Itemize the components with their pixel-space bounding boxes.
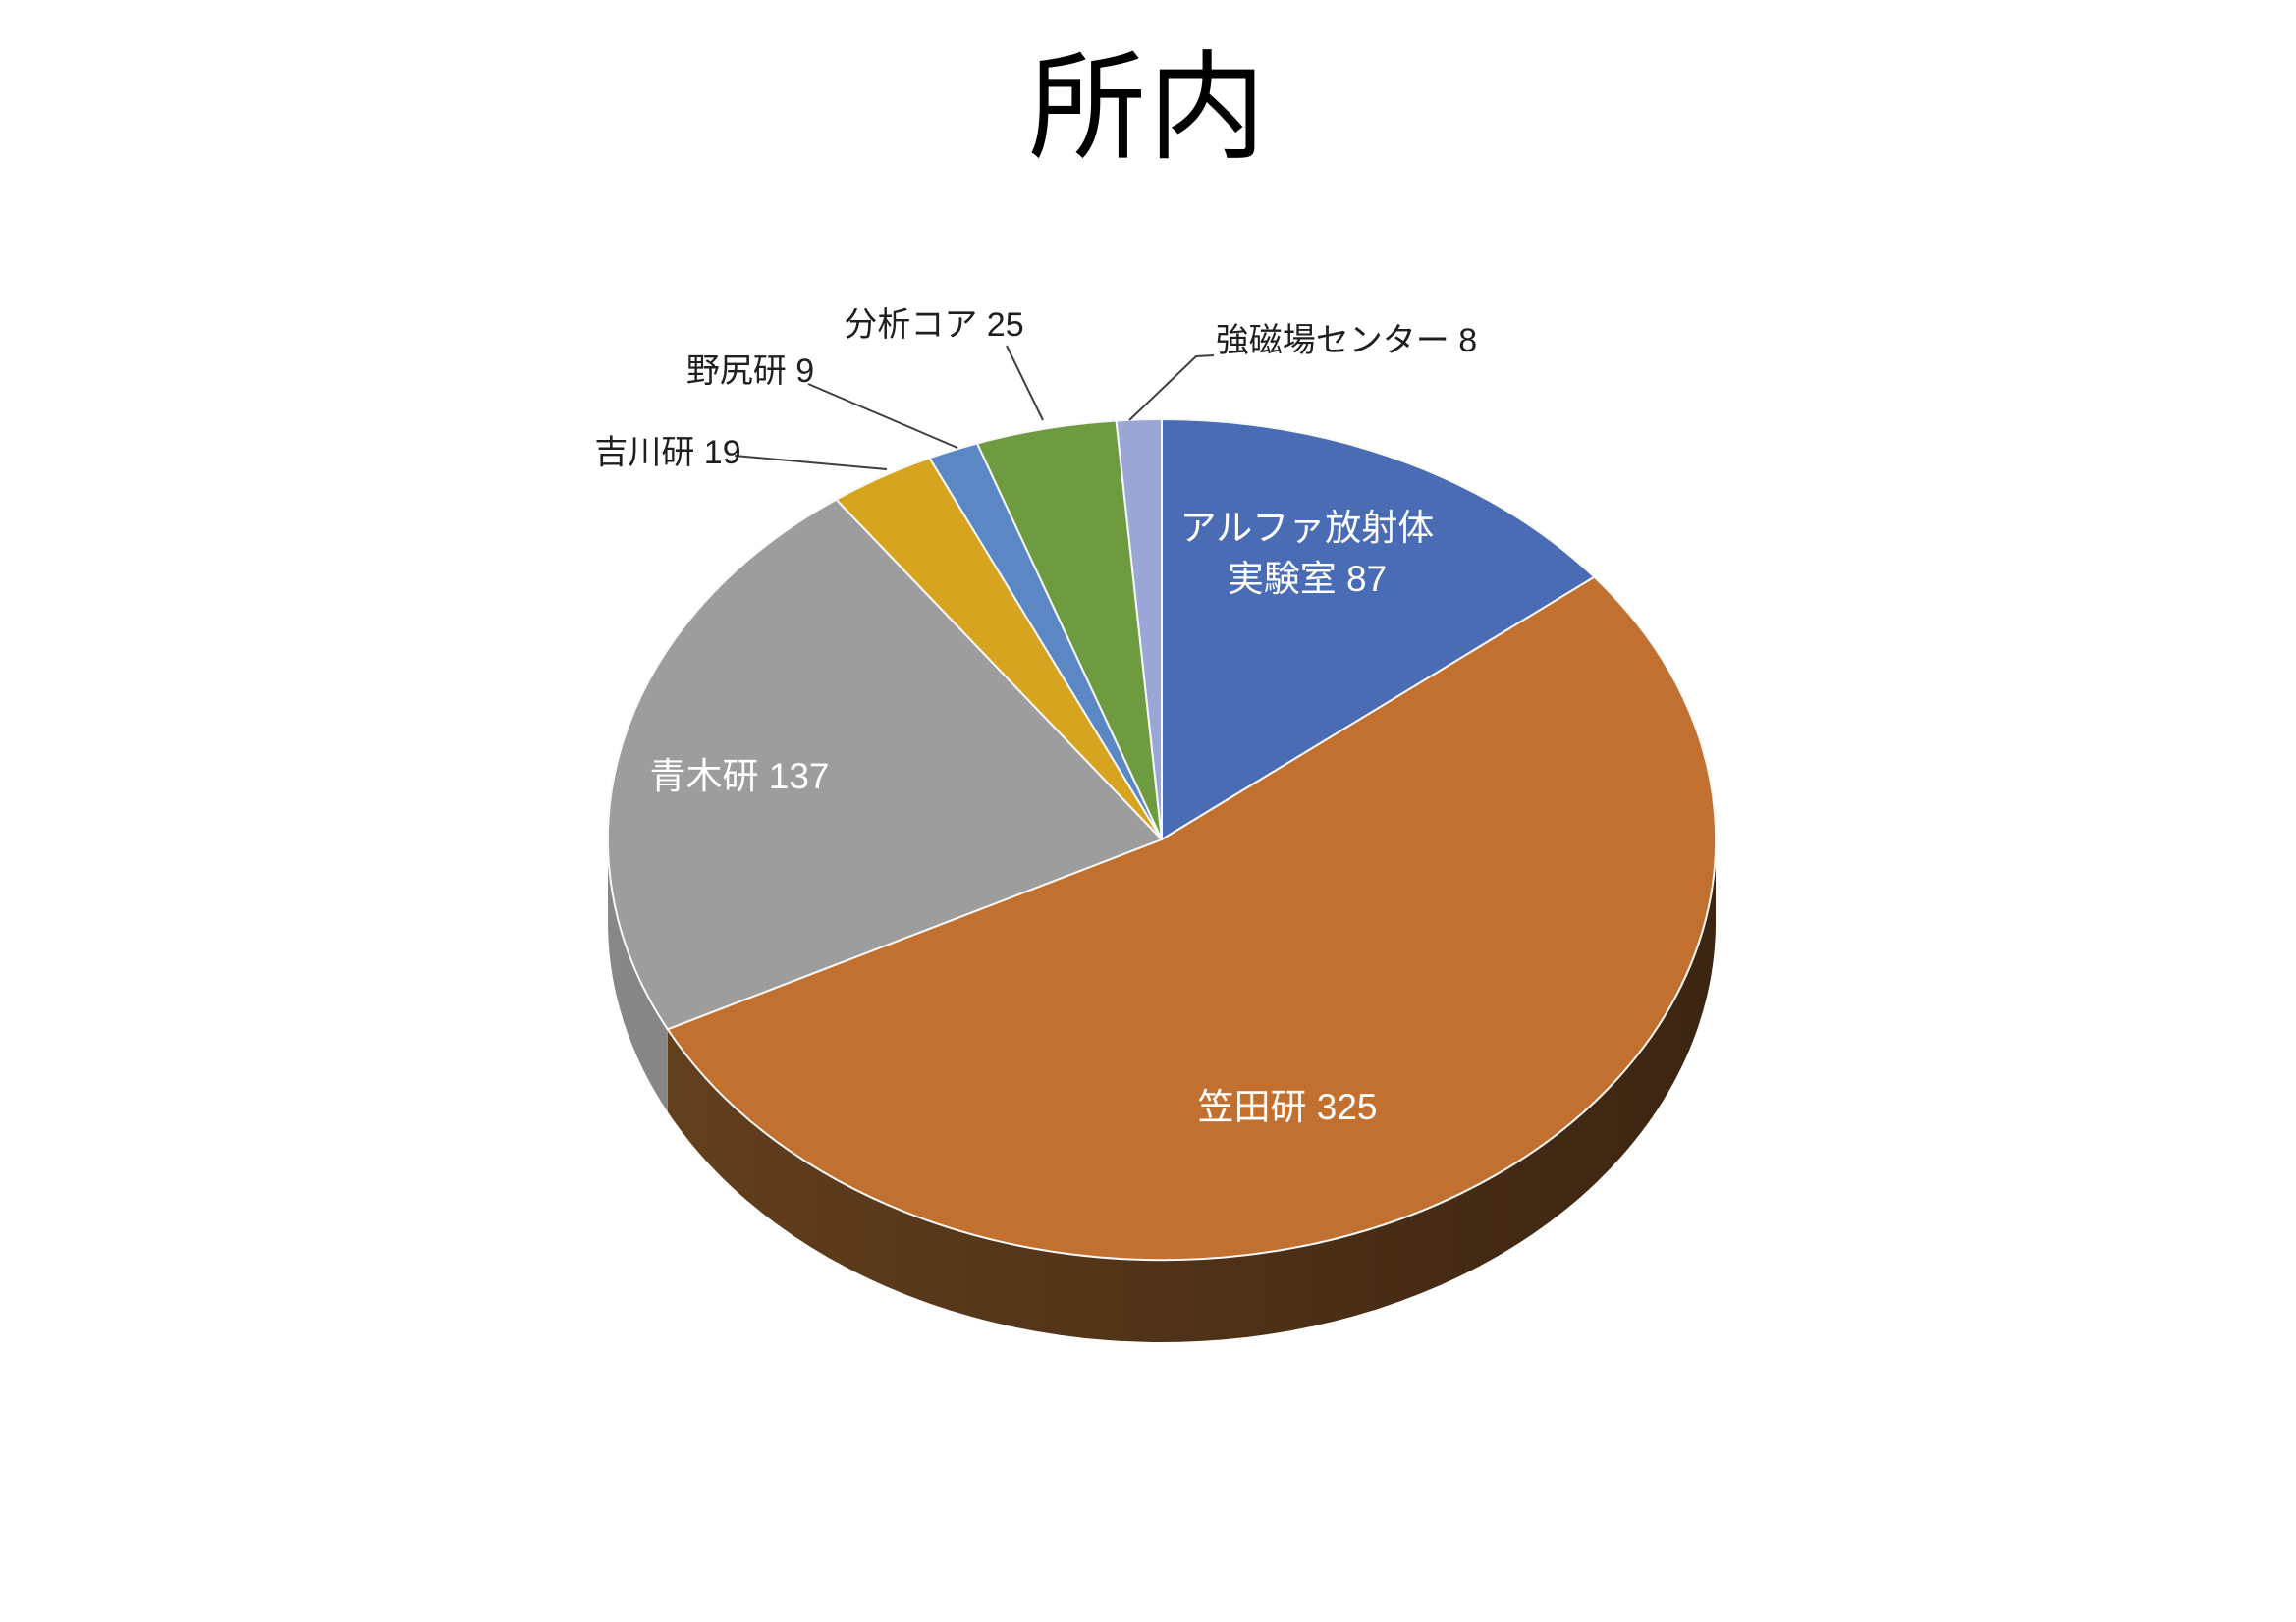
pie-slice-side-kasada [667, 839, 1716, 1342]
slice-label-yoshikawa: 吉川研 19 [594, 434, 740, 471]
pie-slice-magnet-center[interactable] [1115, 418, 1163, 840]
leader-line-nojiri [807, 383, 958, 449]
pie-slice-aoki[interactable] [607, 498, 1163, 1031]
slice-label-magnet-center: 強磁場センター 8 [1216, 322, 1477, 359]
leader-line-yoshikawa [734, 455, 888, 470]
slice-label-alpha-lab-line1: アルファ放射体 [1180, 508, 1435, 548]
slice-label-analysis-core: 分析コア 25 [844, 306, 1023, 344]
pie-slice-kasada[interactable] [666, 575, 1718, 1262]
slice-label-alpha-lab-line2: 実験室 87 [1228, 559, 1387, 599]
slice-label-nojiri: 野尻研 9 [686, 352, 814, 390]
slice-label-aoki: 青木研 137 [649, 756, 829, 796]
leader-line-magnet-center [1128, 354, 1215, 421]
slice-label-kasada: 笠田研 325 [1197, 1087, 1377, 1127]
pie-slice-alpha-lab[interactable] [1161, 418, 1596, 840]
leader-line-analysis-core [1006, 345, 1044, 421]
chart-title: 所内 [1028, 42, 1268, 174]
